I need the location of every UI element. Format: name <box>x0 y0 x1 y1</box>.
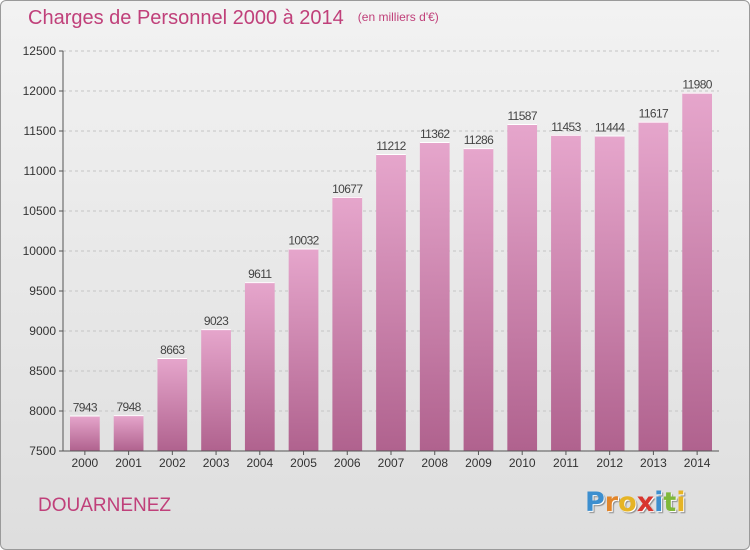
bar <box>244 282 275 451</box>
bar <box>594 135 625 452</box>
data-label: 9023 <box>204 314 229 328</box>
logo-letter: t <box>663 487 677 518</box>
x-tick-label: 2010 <box>509 456 536 470</box>
logo-letter: i <box>654 487 664 518</box>
logo-letter: P <box>585 487 605 518</box>
logo-letter: i <box>676 487 686 518</box>
location-label: DOUARNENEZ <box>38 495 172 516</box>
title-row: Charges de Personnel 2000 à 2014 (en mill… <box>28 7 439 30</box>
x-tick-label: 2004 <box>246 456 273 470</box>
bar <box>463 148 494 451</box>
data-label: 10032 <box>288 233 319 247</box>
y-tick-label: 8500 <box>29 364 56 378</box>
x-tick-label: 2003 <box>203 456 230 470</box>
y-tick-label: 8000 <box>29 404 56 418</box>
x-tick-label: 2009 <box>465 456 492 470</box>
data-label: 11980 <box>682 78 712 92</box>
label-layer: 7943 7948 8663 9023 9611 10032 10677 11212 11362… <box>73 78 714 415</box>
data-label: 11587 <box>507 109 537 123</box>
y-tick-label: 11500 <box>24 124 57 138</box>
data-label: 11617 <box>639 107 669 121</box>
proxiti-logo: Proxiti <box>585 487 686 518</box>
y-tick-label: 12500 <box>23 44 57 58</box>
y-tick-label: 7500 <box>29 444 56 458</box>
y-tick-label: 12000 <box>23 84 57 98</box>
bar <box>682 92 713 451</box>
bar <box>376 154 406 452</box>
chart-title: Charges de Personnel 2000 à 2014 <box>28 7 344 29</box>
bar <box>507 124 538 451</box>
x-tick-label: 2013 <box>640 456 667 470</box>
data-label: 11212 <box>376 139 406 153</box>
x-tick-label: 2014 <box>684 456 711 470</box>
y-tick-label: 10500 <box>23 204 57 218</box>
x-tick-label: 2005 <box>290 456 317 470</box>
bar <box>157 357 188 451</box>
bar <box>332 196 363 451</box>
bar-layer <box>69 92 713 452</box>
bar <box>551 134 581 451</box>
bar <box>419 142 450 452</box>
logo-letter: r <box>604 487 619 518</box>
chart-subtitle: (en milliers d'€) <box>357 10 439 24</box>
bar <box>113 415 144 451</box>
data-label: 7943 <box>73 401 98 415</box>
x-tick-label: 2007 <box>378 456 405 470</box>
bar <box>201 329 231 451</box>
logo-letter: x <box>636 487 655 518</box>
x-tick-label: 2002 <box>159 456 186 470</box>
y-tick-label: 9500 <box>29 284 56 298</box>
data-label: 8663 <box>160 343 185 357</box>
x-tick-label: 2001 <box>115 456 142 470</box>
bar <box>288 248 319 451</box>
data-label: 11453 <box>551 120 581 134</box>
data-label: 9611 <box>248 267 272 281</box>
x-tick-label: 2006 <box>334 456 361 470</box>
x-tick-label: 2011 <box>553 456 579 470</box>
data-label: 10677 <box>332 182 363 196</box>
y-tick-label: 10000 <box>23 244 57 258</box>
data-label: 11286 <box>464 133 494 147</box>
data-label: 11362 <box>420 127 450 141</box>
x-tick-label: 2000 <box>72 456 99 470</box>
data-label: 11444 <box>595 120 625 134</box>
y-tick-label: 11000 <box>24 164 57 178</box>
axis-layer: 7500 8000 8500 9000 9500 10000 10500 11000 11500… <box>23 44 719 470</box>
bar <box>69 415 100 451</box>
bar <box>638 121 669 451</box>
logo-letter: o <box>618 487 637 518</box>
data-label: 7948 <box>116 400 141 414</box>
y-tick-label: 9000 <box>29 324 56 338</box>
x-tick-label: 2012 <box>596 456 623 470</box>
x-tick-label: 2008 <box>421 456 448 470</box>
